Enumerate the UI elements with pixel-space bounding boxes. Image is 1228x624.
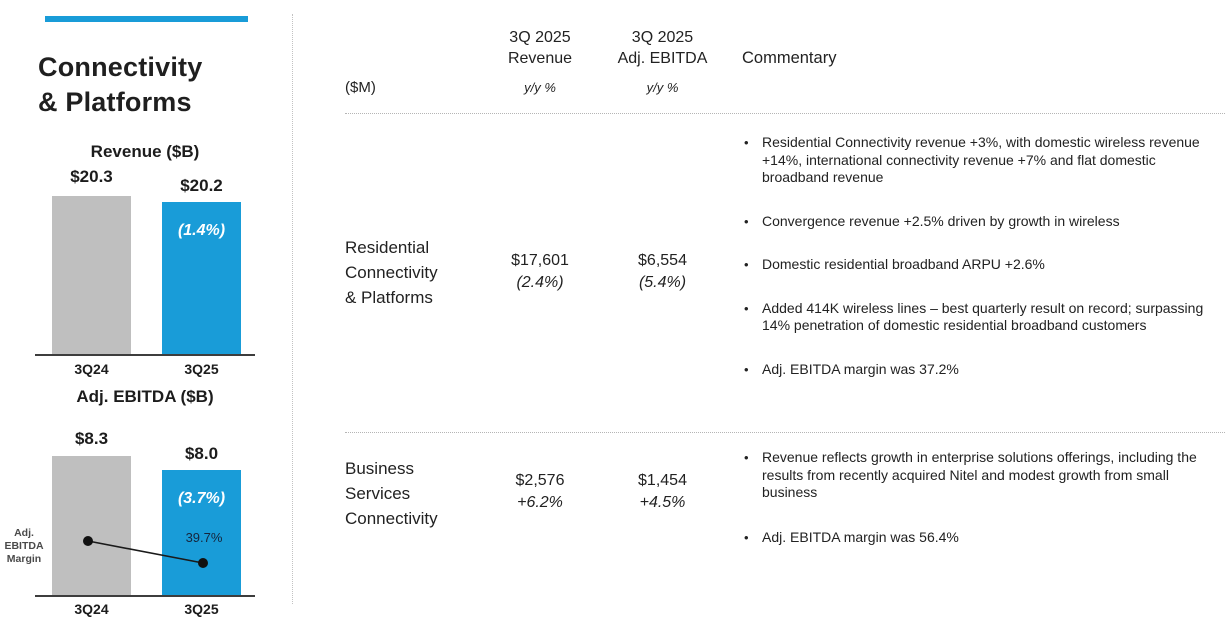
row2-ebitda-value: $1,454 (638, 472, 687, 489)
row2-revenue-cell: $2,576 +6.2% (470, 470, 610, 514)
vertical-divider (292, 14, 293, 604)
col-header-revenue: 3Q 2025 Revenue (507, 29, 573, 67)
col-header-commentary: Commentary (742, 49, 837, 67)
ebitda-bar-label-3q25: $8.0 (184, 444, 219, 463)
ebitda-bar-label-3q24: $8.3 (74, 429, 109, 448)
row2-revenue-yoy: +6.2% (517, 494, 563, 511)
accent-rule (45, 16, 248, 22)
row2-label: Business Services Connectivity (345, 459, 438, 528)
ebitda-chart-title: Adj. EBITDA ($B) (76, 387, 214, 406)
revenue-bar-3q25 (162, 202, 241, 355)
bullet-item: Convergence revenue +2.5% driven by grow… (742, 213, 1220, 231)
margin-point-3q25 (198, 558, 208, 568)
bullet-item: Adj. EBITDA margin was 56.4% (742, 529, 1220, 547)
margin-value-3q25: 39.7% (185, 530, 223, 545)
ebitda-x-axis (35, 595, 255, 597)
ebitda-cat-3q24: 3Q24 (74, 601, 109, 617)
unit-label: ($M) (345, 79, 376, 96)
row1-ebitda-value: $6,554 (638, 252, 687, 269)
row-separator (345, 432, 1225, 433)
revenue-cat-3q25: 3Q25 (184, 361, 219, 377)
ebitda-bar-3q24 (52, 456, 131, 596)
bullet-item: Residential Connectivity revenue +3%, wi… (742, 134, 1220, 187)
bullet-item: Domestic residential broadband ARPU +2.6… (742, 256, 1220, 274)
col-subheader-revenue: y/y % (524, 80, 556, 95)
row1-ebitda-yoy: (5.4%) (638, 274, 687, 291)
ebitda-cat-3q25: 3Q25 (184, 601, 219, 617)
bullet-item: Added 414K wireless lines – best quarter… (742, 300, 1220, 335)
revenue-change-label: (1.4%) (177, 222, 226, 239)
bullet-item: Adj. EBITDA margin was 37.2% (742, 361, 1220, 379)
ebitda-change-label: (3.7%) (177, 490, 226, 507)
row1-commentary-list: Residential Connectivity revenue +3%, wi… (742, 134, 1220, 404)
row1-revenue-cell: $17,601 (2.4%) (470, 250, 610, 294)
row1-revenue-value: $17,601 (511, 252, 569, 269)
row1-revenue-yoy: (2.4%) (516, 274, 564, 291)
ebitda-margin-axis-label: Adj. EBITDA Margin (4, 527, 44, 565)
col-header-ebitda: 3Q 2025 Adj. EBITDA (617, 29, 708, 67)
revenue-x-axis (35, 354, 255, 356)
revenue-bar-label-3q24: $20.3 (70, 167, 113, 186)
row2-ebitda-cell: $1,454 +4.5% (595, 470, 730, 514)
revenue-bar-3q24 (52, 196, 131, 355)
segment-title: Connectivity & Platforms (38, 52, 203, 117)
row1-label: Residential Connectivity & Platforms (345, 238, 438, 307)
bullet-item: Revenue reflects growth in enterprise so… (742, 449, 1220, 502)
col-subheader-ebitda: y/y % (646, 80, 679, 95)
revenue-cat-3q24: 3Q24 (74, 361, 109, 377)
margin-trend-line (83, 536, 208, 568)
ebitda-bar-3q25 (162, 470, 241, 596)
margin-point-3q24 (83, 536, 93, 546)
row2-revenue-value: $2,576 (515, 472, 565, 489)
row2-commentary-list: Revenue reflects growth in enterprise so… (742, 449, 1220, 573)
header-separator (345, 113, 1225, 114)
row2-ebitda-yoy: +4.5% (639, 494, 686, 511)
row1-ebitda-cell: $6,554 (5.4%) (595, 250, 730, 294)
revenue-chart-title: Revenue ($B) (90, 142, 200, 161)
revenue-bar-label-3q25: $20.2 (180, 176, 223, 195)
